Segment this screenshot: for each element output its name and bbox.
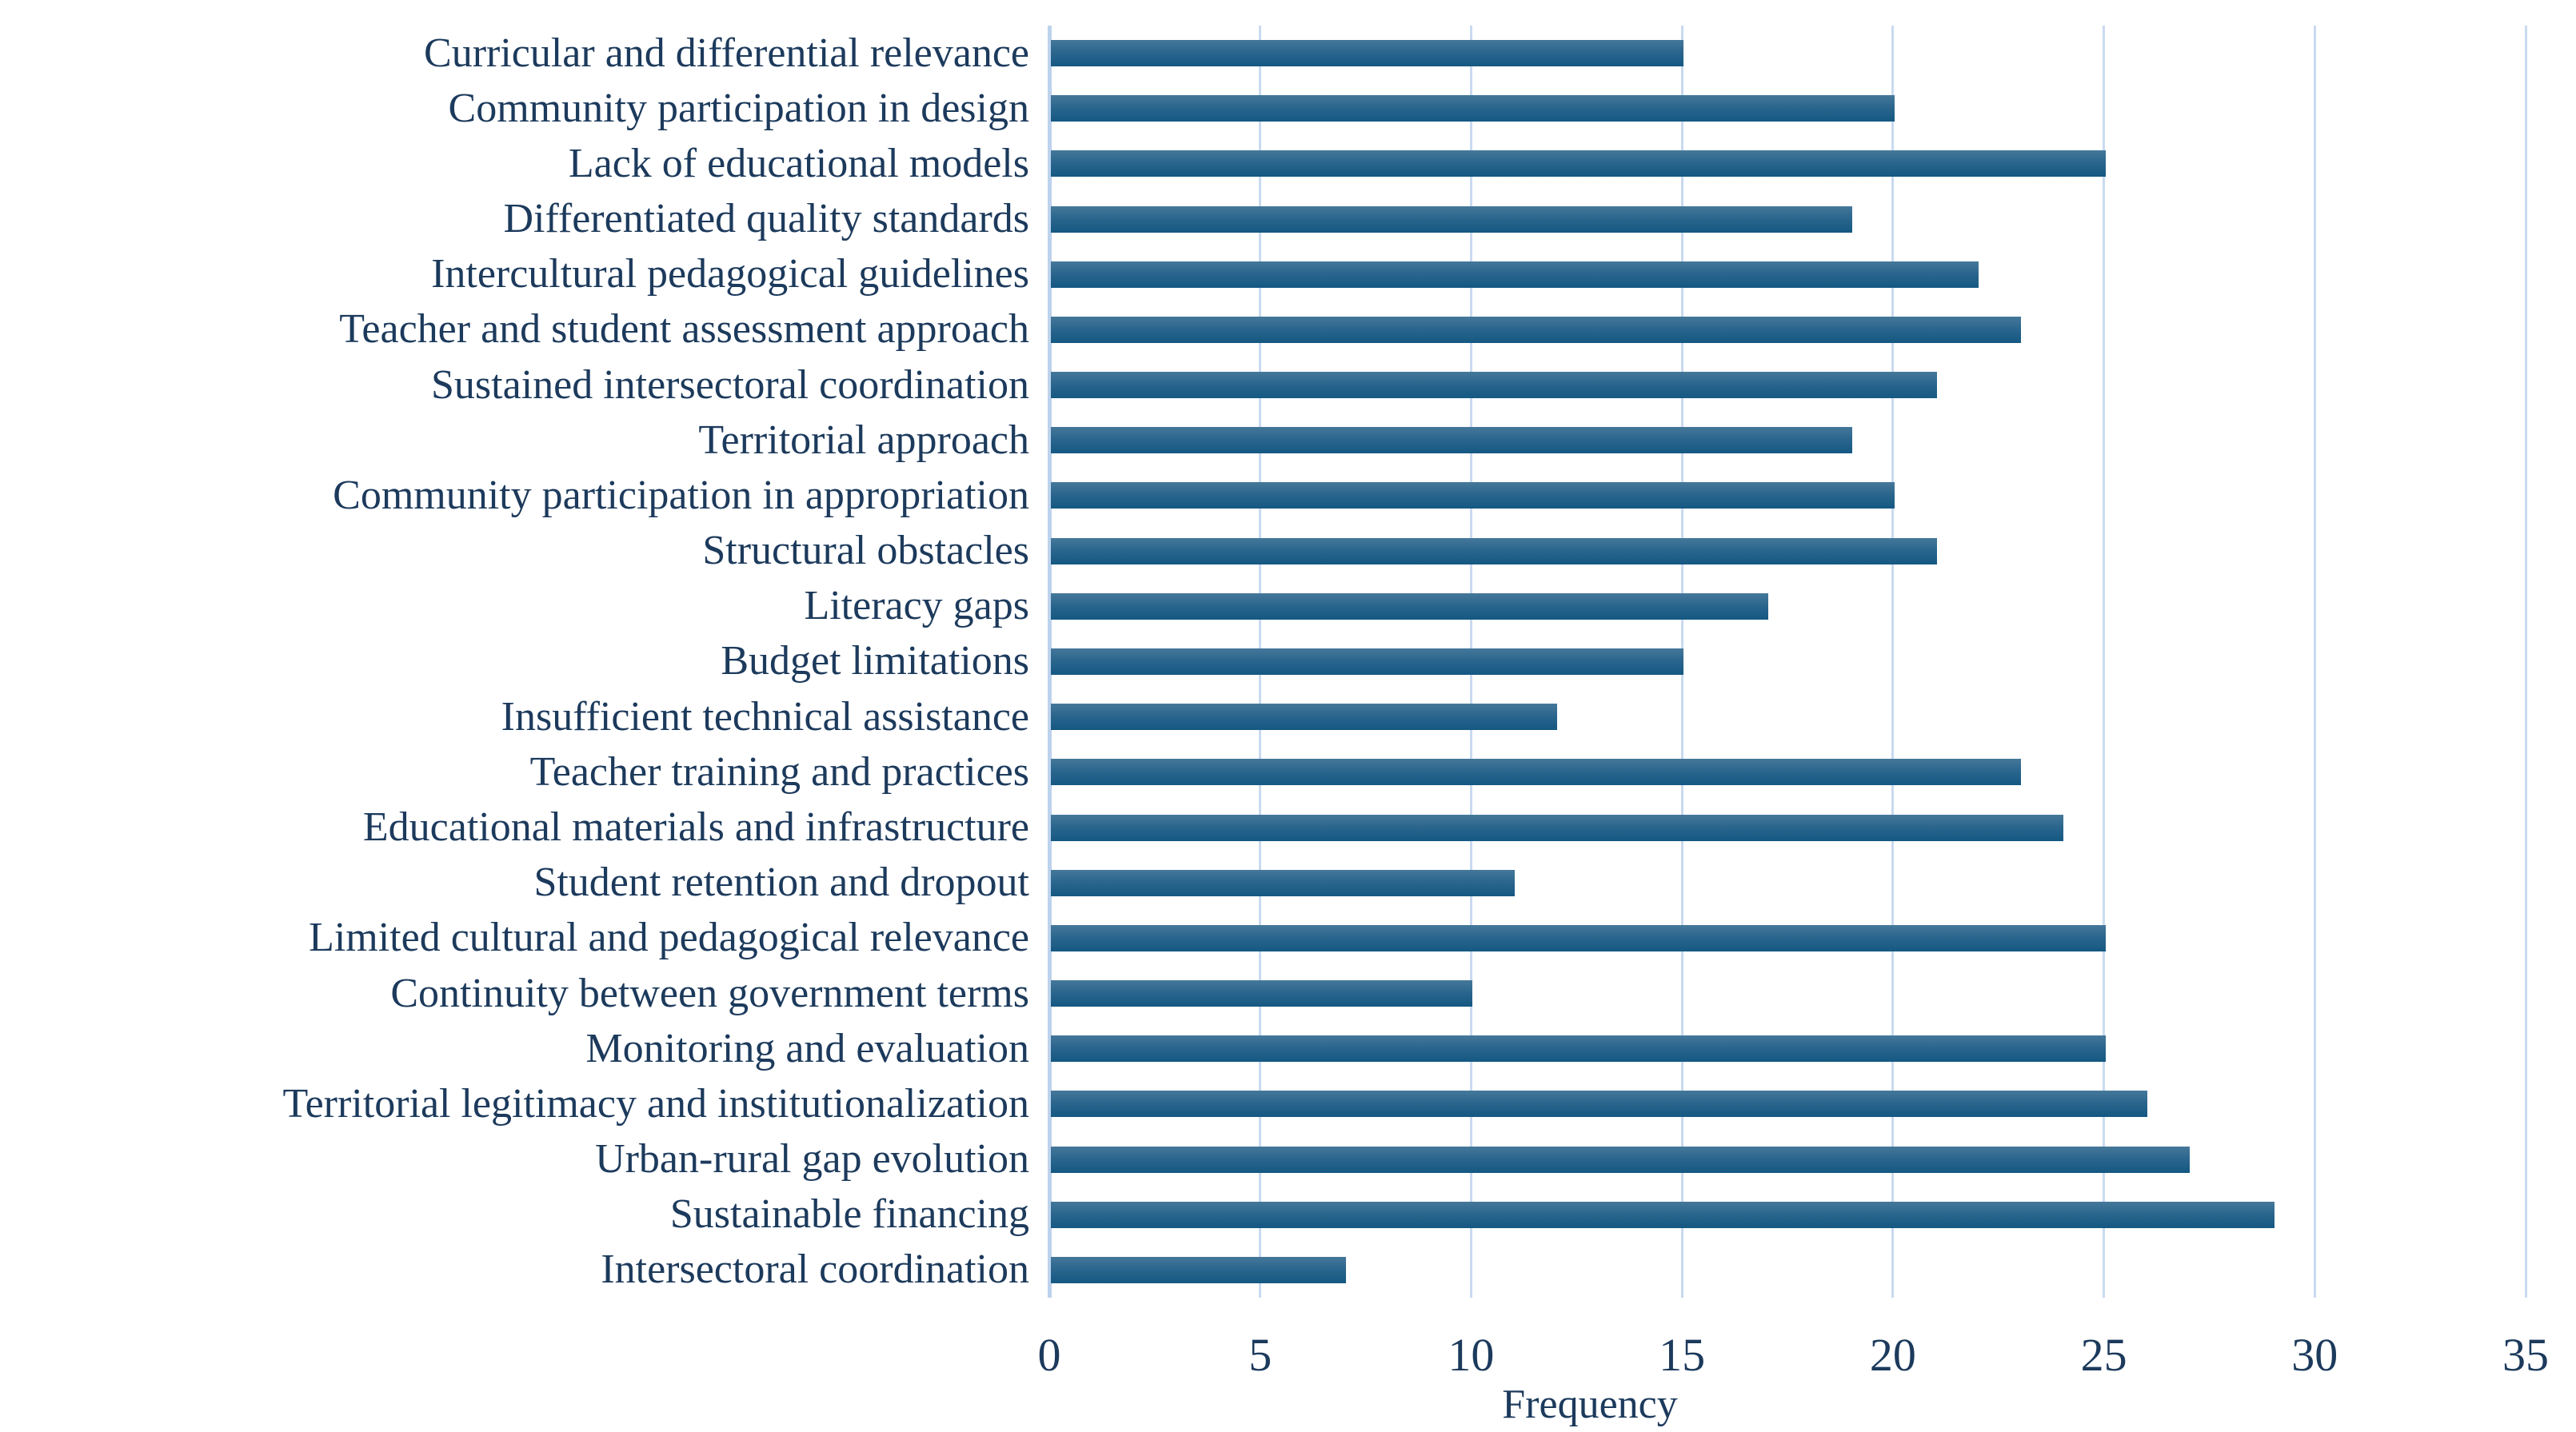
x-axis-ticks: 0 5 10 15 20 25 30 35 [0,1329,2576,1385]
bar [1051,316,2022,343]
bar [1051,427,1853,454]
bar [1051,759,2022,786]
gridline [2524,26,2527,1298]
category-label: Insufficient technical assistance [501,693,1029,740]
gridline [2313,26,2316,1298]
bar [1051,95,1895,122]
bar [1051,1201,2274,1228]
category-label: Community participation in appropriation [333,472,1029,518]
category-axis: Curricular and differential relevance Com… [0,26,1029,1298]
x-tick-label: 10 [1448,1329,1495,1381]
x-tick-label: 35 [2502,1329,2549,1381]
category-label: Monitoring and evaluation [585,1025,1029,1071]
bar [1051,1256,1347,1283]
category-label: Teacher and student assessment approach [339,306,1029,353]
bar [1051,924,2106,951]
category-label: Intercultural pedagogical guidelines [431,251,1029,297]
category-label: Continuity between government terms [390,970,1029,1016]
category-label: Curricular and differential relevance [424,30,1029,76]
bar [1051,980,1473,1007]
category-label: Sustained intersectoral coordination [430,361,1029,408]
x-tick-label: 20 [1869,1329,1916,1381]
y-axis-line [1047,26,1052,1298]
category-label: Student retention and dropout [533,860,1029,906]
bar [1051,648,1684,675]
category-label: Territorial approach [698,417,1029,463]
x-tick-label: 0 [1037,1329,1061,1381]
category-label: Territorial legitimacy and institutional… [282,1080,1029,1127]
plot-area [1047,26,2527,1298]
gridline [2103,26,2106,1298]
category-label: Teacher training and practices [529,748,1029,795]
category-label: Structural obstacles [702,528,1029,574]
bar [1051,482,1895,509]
bar [1051,537,1937,564]
bar [1051,704,1557,731]
category-label: Educational materials and infrastructure [362,804,1029,850]
bar [1051,150,2106,178]
x-axis-title: Frequency [1502,1382,1678,1427]
category-label: Limited cultural and pedagogical relevan… [309,915,1029,961]
x-tick-label: 15 [1659,1329,1706,1381]
category-label: Urban-rural gap evolution [595,1136,1029,1183]
bar [1051,869,1516,896]
x-tick-label: 30 [2291,1329,2338,1381]
bar [1051,1146,2191,1173]
x-tick-label: 25 [2080,1329,2127,1381]
bar [1051,205,1853,233]
category-label: Differentiated quality standards [503,196,1030,242]
category-label: Sustainable financing [669,1191,1029,1238]
bar [1051,40,1684,67]
category-label: Community participation in design [448,85,1029,131]
gridline [1891,26,1895,1298]
bar [1051,372,1937,399]
category-label: Budget limitations [721,638,1029,684]
bar [1051,1035,2106,1063]
category-label: Intersectoral coordination [601,1247,1029,1293]
bar [1051,261,1979,288]
category-label: Literacy gaps [804,583,1029,629]
category-label: Lack of educational models [568,140,1029,186]
bar [1051,1091,2148,1118]
x-tick-label: 5 [1248,1329,1272,1381]
bar [1051,814,2063,841]
bar [1051,592,1768,620]
